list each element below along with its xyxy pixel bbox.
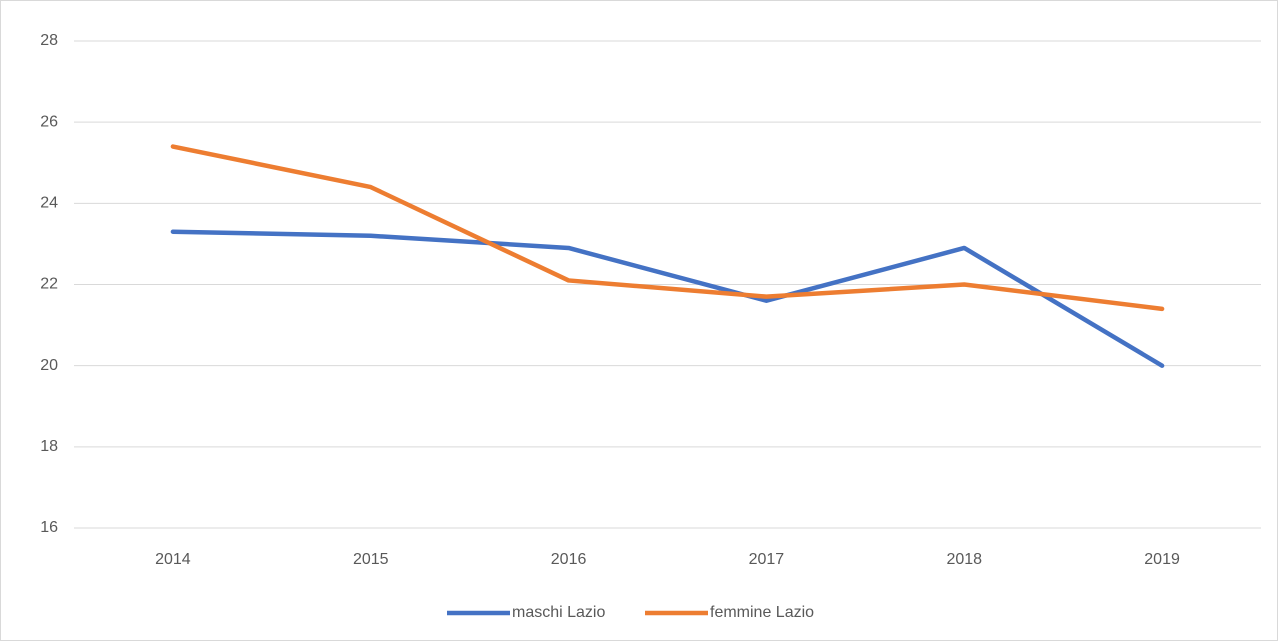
x-tick-label: 2019 — [1144, 551, 1180, 568]
x-tick-label: 2017 — [749, 551, 785, 568]
legend-label: femmine Lazio — [710, 604, 814, 621]
y-tick-label: 24 — [40, 195, 58, 212]
y-tick-label: 18 — [40, 438, 58, 455]
y-tick-label: 26 — [40, 113, 58, 130]
x-tick-label: 2015 — [353, 551, 389, 568]
x-tick-label: 2018 — [946, 551, 982, 568]
legend-label: maschi Lazio — [512, 604, 605, 621]
y-tick-label: 28 — [40, 32, 58, 49]
y-tick-label: 22 — [40, 276, 58, 293]
x-tick-label: 2016 — [551, 551, 587, 568]
y-tick-label: 20 — [40, 357, 58, 374]
series-line — [170, 144, 1165, 312]
series-line — [170, 229, 1165, 368]
y-tick-label: 16 — [40, 519, 58, 536]
x-tick-label: 2014 — [155, 551, 191, 568]
